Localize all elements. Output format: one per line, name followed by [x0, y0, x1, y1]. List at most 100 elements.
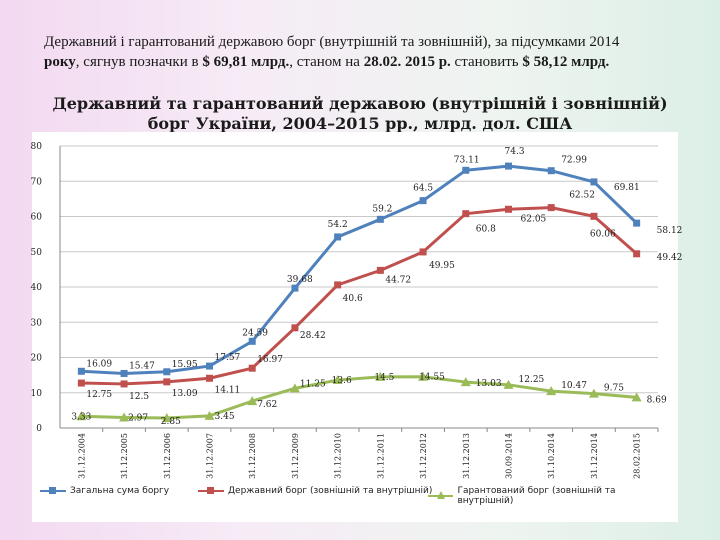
data-label: 62.05 — [521, 214, 547, 224]
data-point-marker — [291, 284, 299, 292]
data-label: 40.6 — [343, 294, 363, 304]
series-line-1 — [81, 164, 638, 375]
data-point-marker — [206, 362, 213, 370]
y-tick-label: 10 — [31, 389, 43, 399]
data-label: 10.47 — [561, 381, 587, 391]
data-label: 16.09 — [86, 359, 112, 369]
data-point-marker — [633, 250, 641, 258]
chart-legend: Загальна сума боргу Державний борг (зовні… — [40, 486, 670, 506]
data-point-marker — [375, 371, 386, 381]
legend-label: Державний борг (зовнішній та внутрішній) — [228, 486, 433, 496]
data-point-marker — [248, 337, 256, 345]
data-point-marker — [460, 377, 471, 387]
data-point-marker — [547, 204, 555, 212]
data-label: 44.72 — [385, 275, 411, 285]
data-point-marker — [247, 396, 258, 406]
data-point-marker — [462, 210, 470, 218]
data-point-marker — [631, 392, 642, 402]
data-point-marker — [77, 367, 85, 375]
y-tick-label: 50 — [31, 248, 43, 258]
chart-area — [32, 132, 678, 522]
legend-swatch — [198, 486, 224, 496]
slide-title-text3: становить — [450, 54, 523, 70]
x-tick-label: 31.12.2006 — [163, 433, 172, 479]
data-label: 3.45 — [215, 412, 235, 422]
data-label: 11.25 — [300, 379, 326, 389]
legend-swatch — [40, 486, 66, 496]
data-label: 39.68 — [287, 275, 313, 285]
legend-item: Загальна сума боргу — [40, 486, 169, 496]
data-point-marker — [248, 364, 256, 372]
data-label: 17.57 — [215, 353, 241, 363]
data-point-marker — [161, 412, 172, 422]
data-label: 12.75 — [86, 390, 112, 400]
data-label: 12.5 — [129, 392, 149, 402]
y-tick-label: 80 — [31, 142, 43, 152]
data-point-marker — [462, 166, 470, 174]
data-point-marker — [376, 266, 384, 274]
data-point-marker — [119, 412, 130, 422]
data-label: 28.42 — [300, 331, 326, 341]
slide-title: Державний і гарантований державою борг (… — [44, 32, 684, 72]
data-point-marker — [120, 380, 128, 388]
data-label: 8.69 — [647, 395, 667, 405]
data-label: 24.59 — [242, 328, 268, 338]
data-point-marker — [547, 167, 555, 175]
data-label: 64.5 — [413, 184, 433, 194]
y-tick-label: 0 — [36, 424, 42, 434]
data-label: 49.42 — [657, 253, 683, 263]
data-point-marker — [206, 374, 213, 382]
data-point-marker — [289, 383, 300, 393]
data-point-marker — [163, 368, 171, 376]
data-point-marker — [588, 388, 599, 398]
data-point-marker — [376, 215, 384, 223]
data-label: 74.3 — [505, 147, 525, 157]
slide-title-text: , сягнув позначки в — [75, 54, 203, 70]
data-label: 73.11 — [454, 155, 480, 165]
x-tick-label: 31.10.2014 — [547, 433, 556, 479]
x-tick-label: 31.12.2007 — [206, 433, 215, 479]
data-label: 14.11 — [215, 385, 241, 395]
slide-title-value1: $ 69,81 млрд. — [202, 54, 290, 70]
chart-title: Державний та гарантований державою (внут… — [52, 94, 668, 133]
x-tick-label: 31.12.2012 — [419, 433, 428, 479]
data-label: 13.09 — [172, 389, 198, 399]
data-point-marker — [546, 386, 557, 396]
data-label: 14.55 — [419, 373, 445, 383]
data-point-marker — [590, 212, 598, 220]
data-point-marker — [503, 379, 514, 389]
legend-label: Гарантований борг (зовнішній та внутрішн… — [457, 486, 616, 506]
x-tick-label: 31.12.2011 — [376, 433, 385, 479]
series-line-3 — [81, 375, 637, 420]
x-tick-label: 31.12.2009 — [291, 433, 300, 479]
slide-title-line2: року, сягнув позначки в $ 69,81 млрд., с… — [44, 52, 684, 72]
data-label: 54.2 — [328, 220, 348, 230]
legend-item: Державний борг (зовнішній та внутрішній) — [198, 486, 432, 496]
x-tick-label: 31.12.2010 — [334, 433, 343, 479]
x-tick-label: 28.02.2015 — [633, 433, 642, 479]
slide-title-line1: Державний і гарантований державою борг (… — [44, 34, 620, 50]
data-label: 58.12 — [657, 226, 683, 236]
legend-label: Загальна сума боргу — [70, 486, 170, 496]
data-label: 2.97 — [128, 414, 148, 424]
data-point-marker — [291, 324, 299, 332]
data-label: 3.33 — [71, 412, 91, 422]
legend-swatch — [428, 491, 454, 501]
data-label: 72.99 — [561, 156, 587, 166]
data-point-marker — [505, 162, 512, 170]
slide-title-date: 28.02. 2015 р. — [363, 54, 451, 70]
data-label: 14.5 — [374, 373, 394, 383]
data-point-marker — [419, 248, 427, 256]
data-point-marker — [334, 233, 342, 241]
data-point-marker — [418, 371, 429, 381]
data-label: 15.47 — [129, 361, 155, 371]
data-point-marker — [204, 410, 215, 420]
data-point-marker — [120, 369, 128, 377]
y-tick-label: 30 — [31, 318, 43, 328]
y-tick-label: 70 — [31, 177, 43, 187]
data-label: 7.62 — [257, 400, 277, 410]
y-tick-label: 40 — [31, 283, 43, 293]
y-tick-label: 20 — [31, 354, 43, 364]
data-point-marker — [419, 197, 427, 205]
